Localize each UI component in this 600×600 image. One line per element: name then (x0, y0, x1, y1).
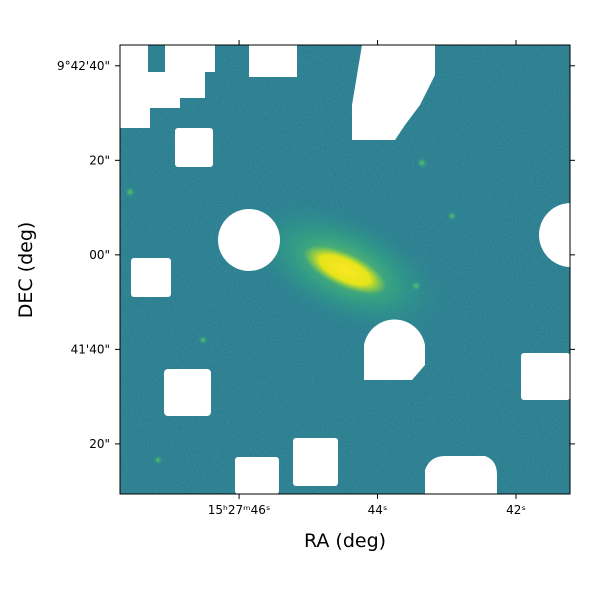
axes-frame (119, 44, 571, 495)
image (120, 45, 570, 494)
y-tick-label: 9°42'40" (57, 59, 110, 73)
mask (120, 45, 570, 494)
y-tick-label: 41'40" (71, 342, 110, 356)
x-tick-label: 15ʰ27ᵐ46ˢ (208, 503, 271, 517)
y-tick-label: 20" (89, 437, 110, 451)
y-axis-label: DEC (deg) (15, 222, 37, 319)
x-tick-label: 42ˢ (506, 503, 526, 517)
y-tick-label: 00" (89, 248, 110, 262)
y-tick-label: 20" (89, 153, 110, 167)
x-axis-label: RA (deg) (304, 530, 386, 552)
x-tick-label: 44ˢ (368, 503, 388, 517)
